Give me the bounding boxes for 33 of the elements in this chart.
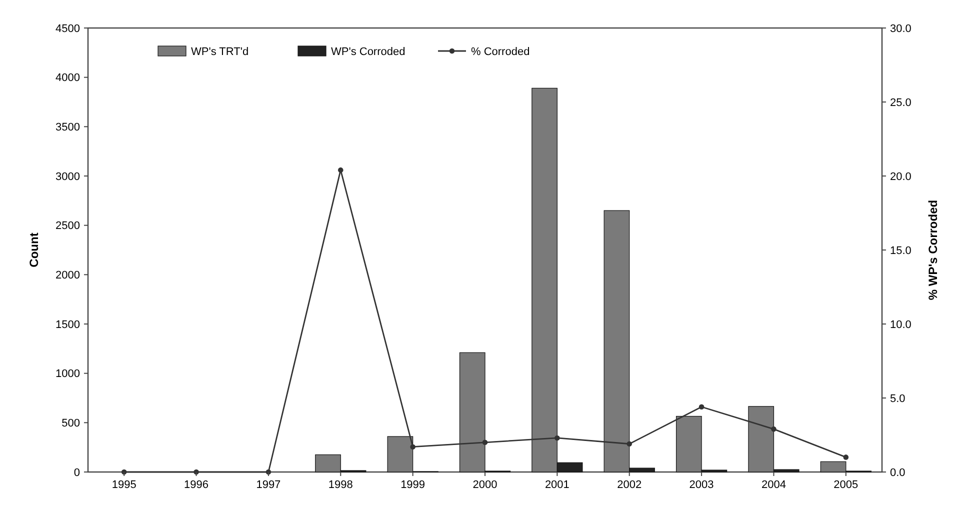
- y2-tick-label: 20.0: [890, 170, 912, 183]
- x-tick-label: 2000: [472, 479, 498, 491]
- x-tick-label: 1997: [256, 479, 281, 491]
- y-tick-label: 3000: [56, 170, 80, 183]
- y-tick-label: 1500: [56, 318, 80, 331]
- x-tick-label: 1996: [184, 479, 209, 491]
- y-tick-label: 4000: [56, 72, 80, 84]
- y-tick-label: 2000: [56, 270, 80, 282]
- y2-axis-title: % WP's Corroded: [926, 200, 940, 300]
- legend-label: % Corroded: [471, 46, 530, 58]
- legend-label: WP's TRT'd: [191, 46, 249, 58]
- y2-tick-label: 10.0: [890, 318, 912, 331]
- x-tick-label: 1998: [328, 479, 353, 491]
- x-tick-label: 2004: [761, 479, 786, 491]
- legend-label: WP's Corroded: [331, 46, 406, 58]
- x-tick-label: 2003: [689, 479, 714, 491]
- y2-tick-label: 5.0: [890, 392, 906, 405]
- y2-tick-label: 25.0: [890, 96, 912, 109]
- x-tick-label: 2002: [617, 479, 642, 491]
- x-tick-label: 1995: [112, 479, 136, 491]
- y-tick-label: 1000: [56, 368, 80, 380]
- y2-tick-label: 30.0: [890, 22, 912, 35]
- x-tick-label: 2001: [544, 479, 570, 491]
- y-tick-label: 3500: [56, 122, 80, 134]
- y2-tick-label: 0.0: [890, 466, 906, 479]
- y-tick-label: 4500: [56, 22, 80, 35]
- y-tick-label: 0: [74, 466, 80, 479]
- y-tick-label: 500: [62, 418, 80, 430]
- x-tick-label: 1999: [400, 479, 426, 491]
- x-tick-label: 2005: [834, 479, 858, 491]
- y-axis-title: Count: [27, 232, 41, 268]
- y-tick-label: 2500: [56, 220, 80, 232]
- y2-tick-label: 15.0: [890, 244, 912, 257]
